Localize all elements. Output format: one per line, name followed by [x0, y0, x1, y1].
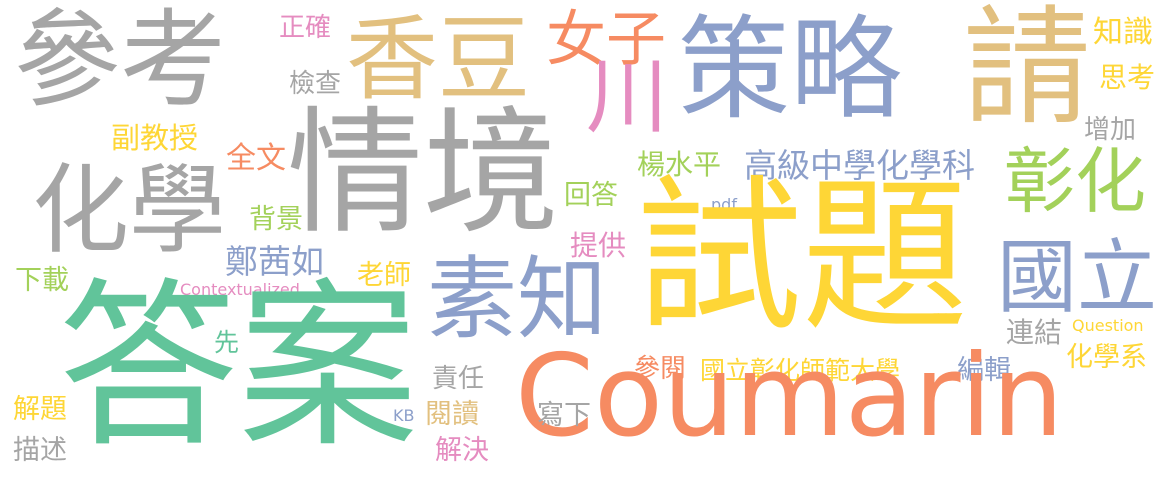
word-zhengque: 正確 — [279, 13, 332, 43]
word-yangshuiping: 楊水平 — [637, 148, 722, 181]
word-tigong: 提供 — [570, 229, 627, 262]
word-contextualized: Contextualized — [180, 280, 300, 299]
word-zhanghua: 彰化 — [1004, 140, 1147, 223]
word-guolizhanghua: 國立彰化師範大學 — [700, 356, 901, 385]
word-bianji: 編輯 — [957, 355, 1011, 386]
word-canyue: 參閱 — [634, 354, 687, 384]
word-jiejue: 解決 — [435, 435, 489, 466]
word-shiti: 試題 — [636, 161, 968, 354]
word-qing: 請 — [963, 0, 1092, 143]
word-xiazai: 下載 — [15, 265, 69, 296]
word-nuzi: 女子 — [546, 5, 666, 75]
word-quanwen: 全文 — [226, 141, 286, 176]
word-lianjie: 連結 — [1006, 316, 1063, 349]
word-kb: KB — [393, 406, 415, 425]
word-suzhi: 素知 — [427, 247, 607, 352]
word-question: Question — [1072, 316, 1144, 335]
word-huida: 回答 — [564, 180, 618, 211]
word-guoli: 國立 — [997, 231, 1157, 324]
word-xiexia: 寫下 — [537, 400, 591, 431]
word-cankao: 參考 — [14, 0, 226, 122]
word-jiancha: 檢查 — [289, 69, 342, 99]
word-zeren: 責任 — [432, 364, 485, 394]
word-beijing: 背景 — [249, 204, 303, 235]
word-miaoshu: 描述 — [13, 435, 67, 466]
word-gaoji: 高級中學化學科 — [744, 146, 975, 185]
word-huaxue: 化學 — [32, 154, 226, 267]
word-xiangdou: 香豆 — [346, 6, 531, 113]
word-jieti: 解題 — [13, 394, 67, 425]
word-chuan: 川 — [586, 50, 669, 145]
word-sikao: 思考 — [1099, 61, 1156, 94]
word-pdf: pdf — [711, 195, 737, 214]
word-laoshi: 老師 — [357, 260, 411, 291]
word-daan: 答案 — [58, 263, 419, 472]
word-celue: 策略 — [678, 5, 902, 135]
word-coumarin: Coumarin — [515, 330, 1064, 462]
word-qingjing: 情境 — [287, 95, 559, 253]
word-zengjia: 增加 — [1084, 115, 1137, 145]
word-zhishi: 知識 — [1093, 15, 1153, 50]
word-fujiaoshou: 副教授 — [111, 121, 199, 155]
word-zhengqianru: 鄭茜如 — [225, 242, 324, 281]
word-yuedu: 閱讀 — [425, 399, 479, 430]
word-huaxuexi: 化學系 — [1066, 342, 1147, 373]
word-xian: 先 — [214, 328, 240, 357]
